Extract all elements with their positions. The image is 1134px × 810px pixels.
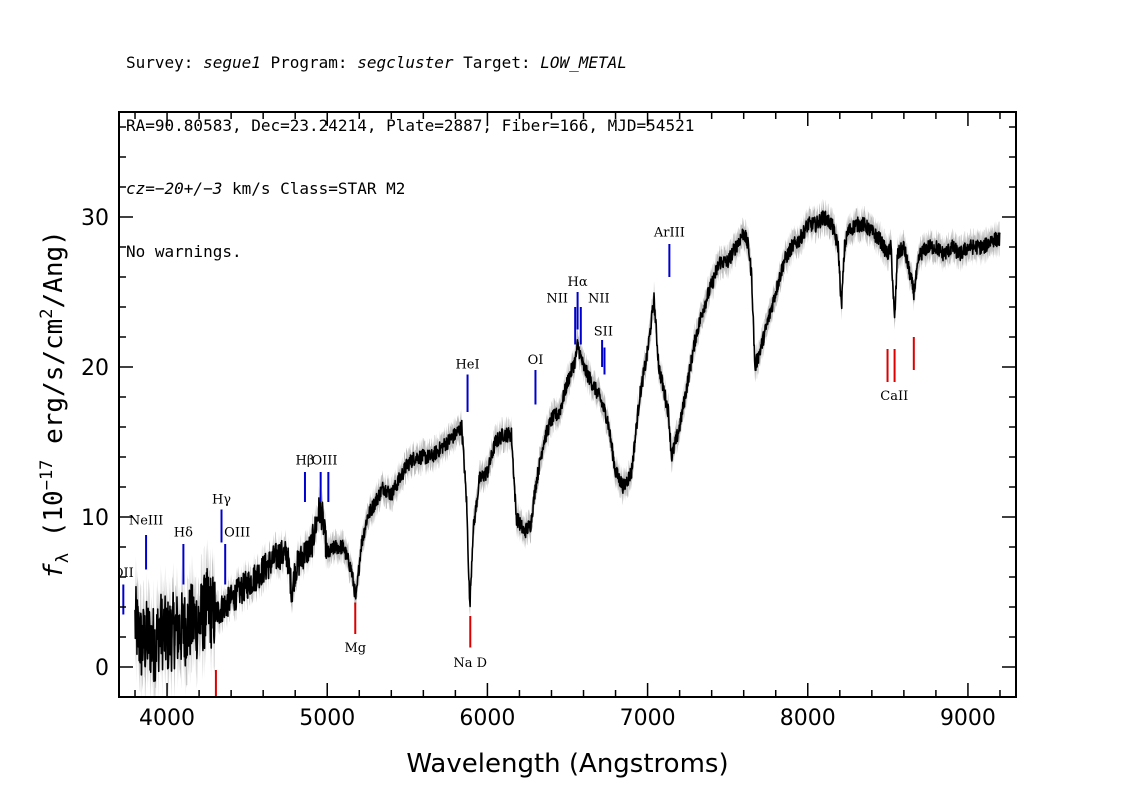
header-line-coords: RA=90.80583, Dec=23.24214, Plate=2887, F… (126, 116, 695, 135)
absorption-label-2: CaII (880, 389, 908, 404)
y-label-b: erg/s/cm (39, 319, 69, 460)
y-label-c: /Ang) (39, 230, 69, 308)
absorption-label-0: Mg (344, 641, 366, 656)
emission-label-3: Hγ (212, 493, 231, 508)
header-line-survey: Survey: segue1 Program: segcluster Targe… (126, 52, 694, 73)
cz-label: cz (126, 179, 146, 198)
x-axis-label: Wavelength (Angstroms) (406, 749, 728, 779)
absorption-label-1: Na D (453, 656, 487, 671)
spectrum-header: Survey: segue1 Program: segcluster Targe… (126, 10, 694, 283)
x-tick-label-5000: 5000 (299, 706, 355, 731)
plot-frame (118, 111, 1017, 698)
x-tick-label-4000: 4000 (139, 706, 195, 731)
x-tick-label-9000: 9000 (940, 706, 996, 731)
target-label: Target: (453, 53, 541, 72)
emission-label-2: Hδ (174, 526, 193, 541)
emission-label-9: OI (528, 353, 544, 368)
survey-value: segue1 (203, 53, 261, 72)
target-value: LOW_METAL (540, 53, 627, 72)
emission-label-11: Hα (568, 275, 588, 290)
header-line-redshift: cz=−20+/−3 km/s Class=STAR M2 (126, 178, 694, 199)
y-label-exp: −17 (37, 460, 57, 491)
x-tick-label-8000: 8000 (780, 706, 836, 731)
emission-label-0: OII (113, 566, 134, 581)
emission-label-15: ArIII (653, 226, 685, 241)
emission-label-12: NII (588, 292, 610, 307)
y-label-exp2: 2 (37, 308, 57, 318)
x-tick-label-7000: 7000 (620, 706, 676, 731)
emission-label-10: NII (546, 292, 568, 307)
emission-label-5: Hβ (296, 454, 315, 469)
y-label-f: f (39, 563, 69, 579)
y-tick-label-0: 0 (95, 656, 109, 681)
emission-label-8: HeI (455, 358, 479, 373)
survey-label: Survey: (126, 53, 204, 72)
x-tick-label-6000: 6000 (459, 706, 515, 731)
y-label-sub: λ (53, 553, 73, 563)
y-tick-label-20: 20 (81, 356, 109, 381)
emission-label-13: SII (594, 325, 613, 340)
program-value: segcluster (357, 53, 454, 72)
emission-label-6: OIII (311, 454, 337, 469)
axis-ticks: 4000 5000 6000 7000 8000 9000 0 10 20 30 (81, 112, 1016, 731)
y-tick-label-10: 10 (81, 506, 109, 531)
cz-rest: km/s Class=STAR M2 (222, 179, 406, 198)
spectrum-line (134, 210, 1001, 683)
cz-value: =−20+/−3 (145, 179, 223, 198)
y-label-a: (10 (39, 490, 69, 553)
emission-label-4: OIII (224, 526, 250, 541)
header-line-warnings: No warnings. (126, 242, 242, 261)
emission-label-1: NeIII (129, 514, 163, 529)
program-label: Program: (260, 53, 358, 72)
y-tick-label-30: 30 (81, 206, 109, 231)
y-axis-label: fλ (10−17 erg/s/cm2/Ang) (37, 230, 73, 579)
